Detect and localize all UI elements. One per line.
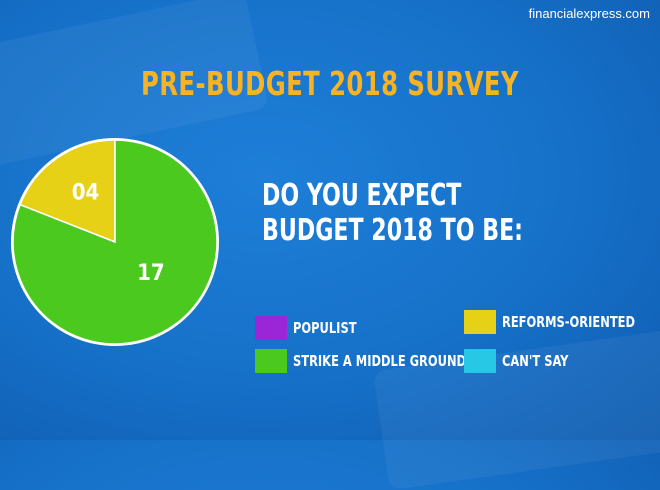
- legend-item-cant-say: CAN'T SAY: [464, 349, 580, 373]
- question-line-1: DO YOU EXPECT: [262, 178, 462, 213]
- question: DO YOU EXPECT BUDGET 2018 TO BE:: [262, 178, 523, 248]
- page-title: PRE-BUDGET 2018 SURVEY: [141, 64, 519, 103]
- legend-label: STRIKE A MIDDLE GROUND: [293, 352, 467, 370]
- legend-label: POPULIST: [293, 319, 357, 337]
- pie-chart: 04 17: [11, 138, 219, 346]
- pie-slice-2: [12, 139, 218, 345]
- question-line-2: BUDGET 2018 TO BE:: [262, 213, 524, 248]
- legend-swatch: [464, 349, 496, 373]
- pie-data-label: 17: [137, 261, 165, 286]
- pie-data-label: 04: [72, 180, 100, 205]
- watermark: financialexpress.com: [528, 6, 650, 21]
- legend-item-reforms: REFORMS-ORIENTED: [464, 310, 658, 334]
- legend-item-populist: POPULIST: [255, 316, 368, 340]
- legend-label: CAN'T SAY: [502, 352, 569, 370]
- legend-item-middle-ground: STRIKE A MIDDLE GROUND: [255, 349, 497, 373]
- legend-swatch: [464, 310, 496, 334]
- legend-swatch: [255, 316, 287, 340]
- legend-label: REFORMS-ORIENTED: [502, 313, 636, 331]
- pie-slice-1: [19, 139, 116, 244]
- legend-swatch: [255, 349, 287, 373]
